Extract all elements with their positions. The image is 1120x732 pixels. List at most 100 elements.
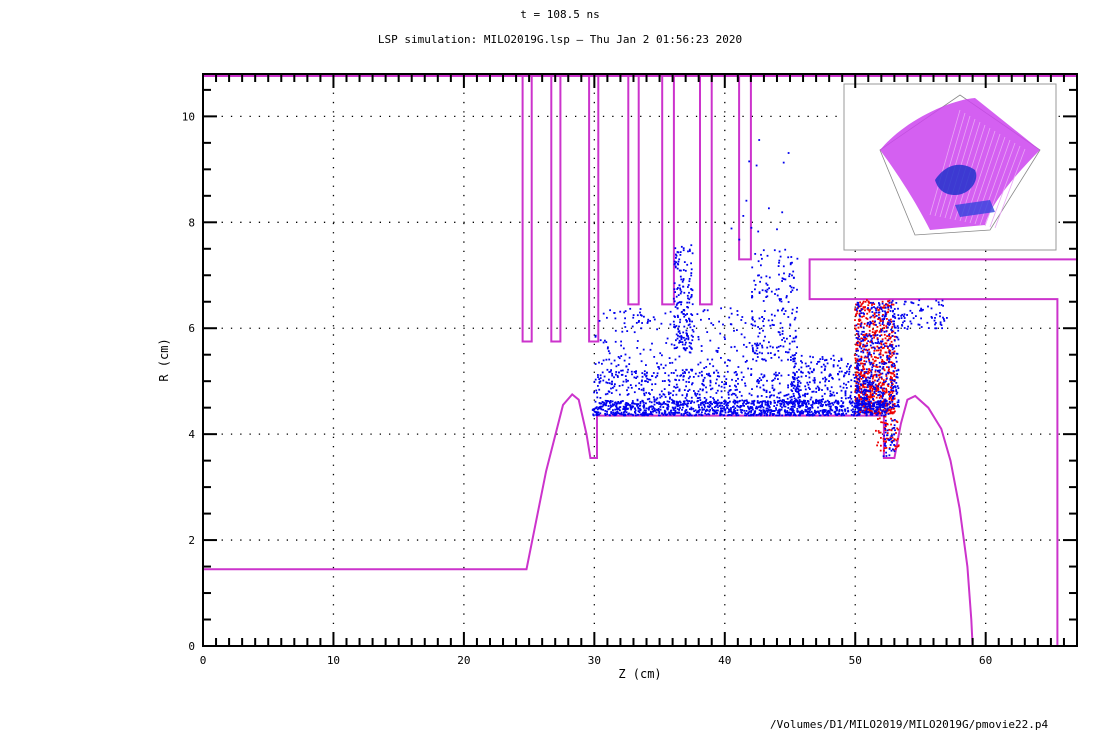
electron-point	[846, 407, 849, 409]
electron-point	[839, 385, 842, 388]
electron-point	[893, 427, 896, 429]
electron-point	[718, 401, 721, 404]
ion-point	[855, 382, 858, 384]
electron-point	[888, 400, 891, 403]
electron-point	[813, 411, 816, 414]
geometry-vane-2	[550, 74, 562, 343]
electron-point	[772, 410, 774, 412]
ion-point	[862, 306, 865, 308]
electron-point	[602, 312, 605, 315]
electron-point	[887, 357, 889, 360]
electron-point	[869, 413, 872, 416]
ion-point	[858, 394, 860, 396]
ion-point	[891, 392, 894, 394]
electron-point	[857, 333, 860, 335]
electron-point	[765, 389, 768, 392]
electron-point	[636, 314, 639, 317]
electron-point	[677, 287, 679, 289]
electron-point	[745, 410, 748, 412]
electron-point	[598, 402, 601, 404]
electron-point	[865, 345, 867, 348]
electron-point	[744, 412, 747, 414]
electron-point	[865, 412, 868, 414]
electron-point	[735, 414, 738, 417]
electron-point	[642, 389, 645, 392]
ion-point	[868, 385, 871, 388]
ion-point	[868, 310, 871, 313]
electron-point	[897, 399, 900, 402]
electron-point	[688, 323, 691, 326]
electron-point	[676, 346, 679, 349]
electron-point	[807, 386, 810, 389]
electron-point	[624, 406, 627, 409]
ion-point	[859, 324, 862, 326]
electron-point	[755, 349, 758, 352]
electron-point	[605, 381, 608, 384]
electron-point	[623, 406, 626, 408]
electron-point	[607, 346, 609, 349]
electron-point	[636, 403, 638, 406]
electron-point	[653, 318, 656, 321]
electron-point	[633, 391, 636, 394]
electron-point	[865, 402, 868, 405]
electron-point	[695, 394, 698, 397]
electron-point	[681, 403, 684, 406]
electron-point	[780, 298, 782, 300]
ion-point	[865, 317, 868, 319]
electron-point	[874, 401, 877, 404]
electron-point	[768, 287, 770, 290]
ion-point	[860, 326, 863, 329]
electron-point	[608, 371, 611, 373]
ion-point	[887, 308, 890, 311]
electron-point	[740, 411, 743, 413]
electron-point	[675, 347, 677, 349]
inset-mesh-line	[994, 148, 1026, 229]
electron-point	[862, 390, 865, 393]
electron-point	[803, 400, 806, 403]
electron-point	[687, 297, 689, 300]
ion-point	[897, 445, 900, 448]
electron-point	[784, 278, 787, 281]
electron-point	[877, 412, 880, 415]
electron-point	[776, 411, 779, 414]
electron-point	[864, 389, 867, 392]
electron-point	[784, 410, 786, 413]
electron-point	[612, 404, 615, 407]
electron-point	[721, 407, 724, 410]
electron-point	[724, 399, 726, 402]
electron-point	[837, 402, 840, 404]
electron-point	[776, 404, 778, 407]
electron-point	[895, 356, 897, 359]
simulation-geometry	[203, 74, 1077, 646]
electron-point	[688, 298, 691, 301]
electron-point	[713, 371, 715, 374]
electron-point	[807, 371, 810, 373]
electron-point	[871, 366, 874, 369]
ion-point	[888, 304, 891, 307]
electron-point	[869, 390, 872, 393]
electron-point	[866, 368, 868, 371]
electron-point	[638, 320, 640, 322]
electron-point	[677, 401, 680, 403]
electron-point	[857, 388, 860, 391]
ion-point	[884, 405, 887, 407]
ion-point	[881, 300, 884, 303]
electron-point	[683, 315, 686, 318]
electron-point	[743, 409, 746, 412]
electron-point	[690, 342, 692, 345]
electron-point	[769, 352, 772, 354]
electron-point	[675, 325, 678, 327]
ion-point	[891, 377, 893, 379]
electron-point	[605, 410, 608, 413]
electron-point	[659, 352, 662, 355]
electron-point	[700, 402, 702, 404]
ion-point	[860, 387, 863, 390]
electron-point	[840, 406, 843, 408]
electron-point	[869, 320, 872, 323]
electron-point	[727, 391, 730, 394]
ion-point	[864, 409, 867, 412]
electron-point	[595, 414, 598, 416]
electron-point	[815, 398, 818, 401]
electron-point	[872, 408, 875, 411]
ion-point	[880, 361, 883, 363]
